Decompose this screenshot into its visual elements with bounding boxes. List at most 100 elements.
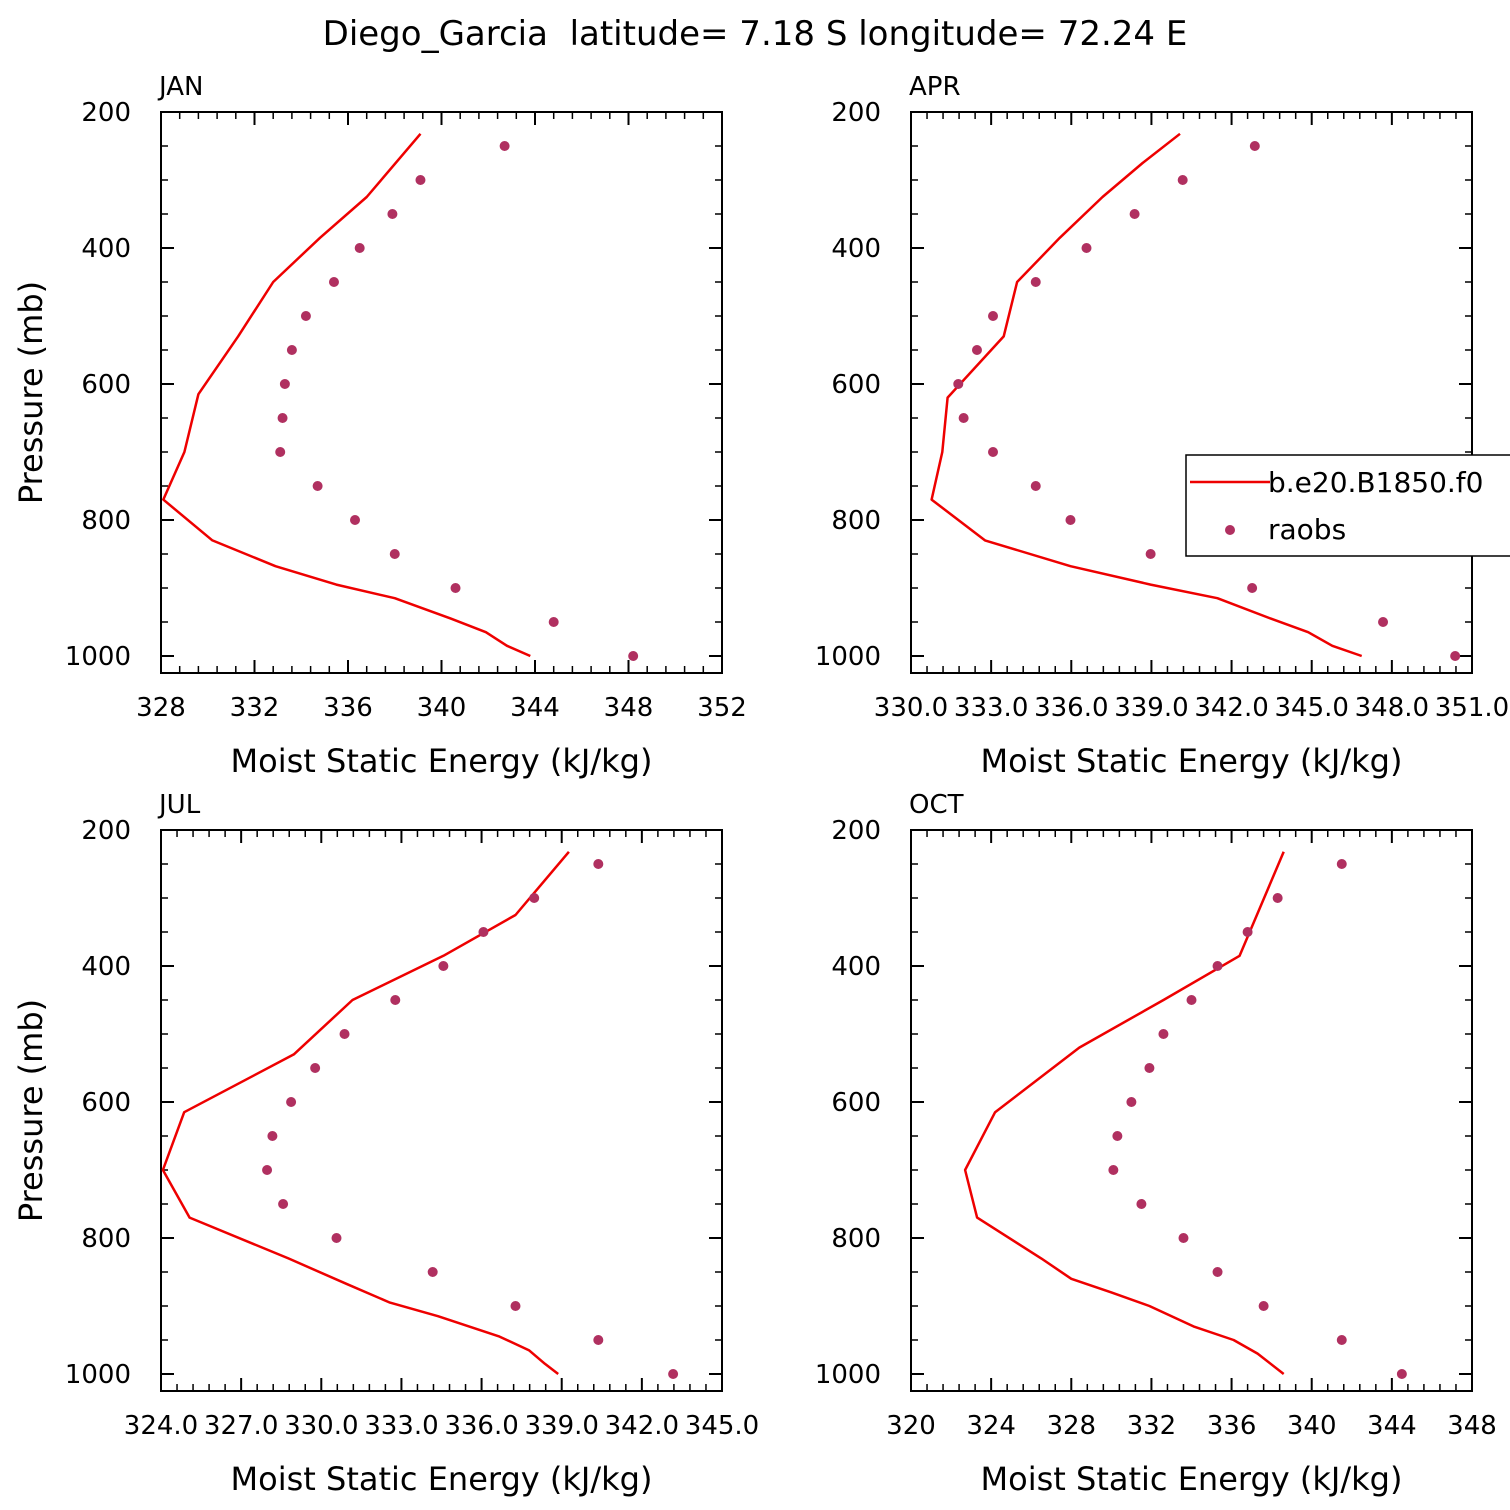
x-tick-label: 345.0 (1274, 693, 1348, 723)
obs-point-oct (1258, 1301, 1269, 1311)
obs-point-jul (593, 859, 604, 869)
x-tick-label: 330.0 (284, 1411, 358, 1441)
x-tick-label: 336 (323, 693, 373, 723)
obs-point-apr (1030, 481, 1041, 491)
obs-point-apr (971, 345, 982, 355)
y-tick-label: 1000 (65, 642, 131, 672)
panel-title-jan: JAN (157, 72, 203, 102)
obs-point-jan (415, 175, 426, 185)
obs-point-apr (1081, 243, 1092, 253)
panel-apr: APR 330.0 333.0 336.0 339.0 342.0 345.0 348.0 35… (815, 72, 1509, 780)
obs-point-jul (278, 1199, 289, 1209)
obs-point-jul (478, 927, 489, 937)
obs-point-apr (1247, 583, 1258, 593)
x-tick-label: 336.0 (444, 1411, 518, 1441)
x-tick-label: 351.0 (1435, 693, 1509, 723)
legend-obs-label: raobs (1268, 513, 1346, 546)
figure-title: Diego_Garcia latitude= 7.18 S longitude=… (323, 14, 1188, 54)
obs-point-jul (331, 1233, 342, 1243)
y-tick-label: 200 (831, 98, 881, 128)
x-tick-label: 324 (966, 1411, 1016, 1441)
y-tick-label: 400 (81, 952, 131, 982)
obs-point-apr (1065, 515, 1076, 525)
obs-point-jul (267, 1131, 278, 1141)
y-tick-label: 400 (831, 234, 881, 264)
obs-point-jul (262, 1165, 273, 1175)
panel-jul: JUL 324.0 327.0 330.0 333.0 336.0 339.0 342.0 34… (12, 790, 759, 1498)
y-tick-label: 600 (81, 1088, 131, 1118)
legend-box (1185, 454, 1510, 557)
y-tick-label: 200 (831, 816, 881, 846)
y-tick-label: 800 (831, 506, 881, 536)
obs-point-jul (438, 961, 449, 971)
y-tick-label: 400 (81, 234, 131, 264)
obs-point-jul (668, 1369, 679, 1379)
obs-point-jul (593, 1335, 604, 1345)
obs-point-apr (1378, 617, 1389, 627)
x-tick-label: 320 (886, 1411, 936, 1441)
panel-title-jul: JUL (157, 790, 201, 820)
obs-point-oct (1212, 961, 1223, 971)
model-line-jul (161, 850, 570, 1375)
obs-point-jan (300, 311, 311, 321)
y-tick-label: 800 (81, 1224, 131, 1254)
y-tick-label: 400 (831, 952, 881, 982)
obs-point-oct (1178, 1233, 1189, 1243)
y-tick-label: 200 (81, 816, 131, 846)
obs-point-jan (628, 651, 639, 661)
x-tick-label: 330.0 (874, 693, 948, 723)
x-tick-label: 344 (510, 693, 560, 723)
obs-point-apr (1177, 175, 1188, 185)
obs-point-apr (1450, 651, 1461, 661)
y-tick-label: 600 (831, 1088, 881, 1118)
x-tick-label: 332 (1127, 1411, 1177, 1441)
obs-point-jan (286, 345, 297, 355)
x-tick-label: 333.0 (364, 1411, 438, 1441)
obs-point-oct (1242, 927, 1253, 937)
obs-point-jul (310, 1063, 321, 1073)
y-tick-label: 600 (831, 370, 881, 400)
x-tick-label: 328 (136, 693, 186, 723)
x-tick-label: 339.0 (524, 1411, 598, 1441)
plot-frame-jan (160, 111, 723, 674)
obs-point-oct (1272, 893, 1283, 903)
y-tick-label: 200 (81, 98, 131, 128)
plot-frame-oct (910, 829, 1473, 1392)
x-tick-label: 348 (604, 693, 654, 723)
model-line-jan (162, 132, 531, 658)
obs-point-jan (328, 277, 339, 287)
obs-point-jan (279, 379, 290, 389)
obs-point-oct (1396, 1369, 1407, 1379)
obs-point-jan (312, 481, 323, 491)
x-tick-label: 348.0 (1355, 693, 1429, 723)
obs-point-apr (1249, 141, 1260, 151)
y-tick-label: 800 (81, 506, 131, 536)
obs-point-oct (1212, 1267, 1223, 1277)
y-axis-label-jan: Pressure (mb) (12, 281, 50, 504)
panel-title-oct: OCT (909, 790, 964, 820)
obs-point-oct (1136, 1199, 1147, 1209)
obs-point-jul (339, 1029, 350, 1039)
x-tick-label: 344 (1367, 1411, 1417, 1441)
x-tick-label: 340 (417, 693, 467, 723)
model-line-oct (963, 851, 1285, 1375)
obs-point-apr (1145, 549, 1156, 559)
y-axis-label-jul: Pressure (mb) (12, 999, 50, 1222)
x-axis-label-jul: Moist Static Energy (kJ/kg) (231, 1460, 653, 1498)
x-axis-label-oct: Moist Static Energy (kJ/kg) (981, 1460, 1403, 1498)
x-axis-label-jan: Moist Static Energy (kJ/kg) (231, 742, 653, 780)
obs-point-oct (1158, 1029, 1169, 1039)
obs-point-apr (953, 379, 964, 389)
legend-model-label: b.e20.B1850.f0 (1268, 466, 1483, 499)
x-tick-label: 333.0 (954, 693, 1028, 723)
obs-point-jan (450, 583, 461, 593)
x-tick-label: 348 (1447, 1411, 1497, 1441)
obs-point-oct (1108, 1165, 1119, 1175)
y-tick-label: 1000 (65, 1360, 131, 1390)
panel-title-apr: APR (909, 72, 961, 102)
x-tick-label: 332 (230, 693, 280, 723)
obs-point-jan (387, 209, 398, 219)
x-tick-label: 342.0 (605, 1411, 679, 1441)
x-tick-label: 327.0 (204, 1411, 278, 1441)
